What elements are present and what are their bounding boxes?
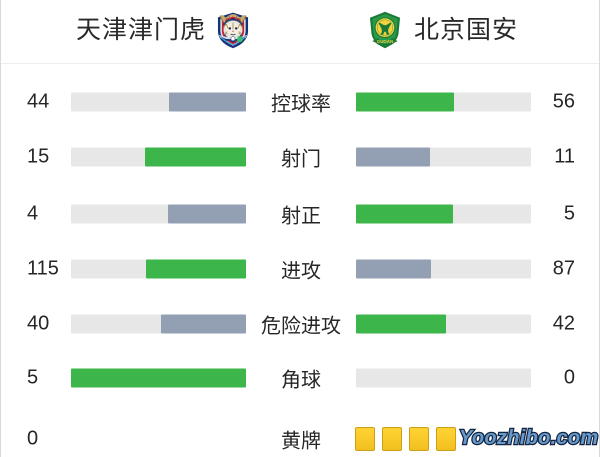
svg-text:GUOAN: GUOAN [377, 39, 393, 44]
